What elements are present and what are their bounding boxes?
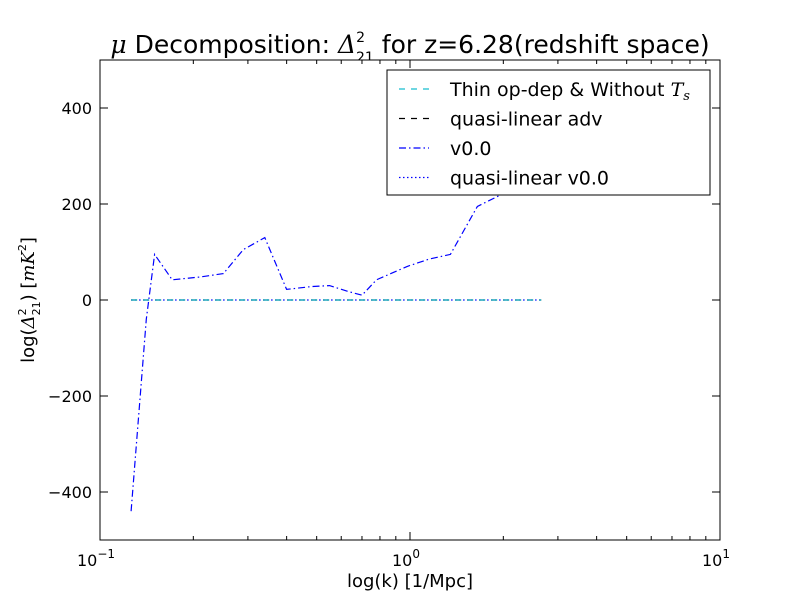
ylabel-unit-sup: 2 (16, 244, 29, 251)
y-tick-label: 0 (82, 291, 92, 310)
y-tick-label: −400 (48, 483, 92, 502)
ylabel-mid: ) [ (18, 282, 39, 302)
legend-label: quasi-linear adv (450, 109, 603, 131)
legend-label-text: v0.0 (450, 138, 491, 160)
ylabel-suffix: ] (18, 237, 39, 244)
ylabel-sup: 2 (16, 308, 29, 315)
legend-box (386, 69, 711, 196)
ylabel-delta: Δ (18, 315, 39, 329)
x-tick-base: 10 (702, 551, 722, 570)
x-tick-base: 10 (392, 551, 412, 570)
legend-math: T (671, 79, 685, 101)
x-tick-exp: 0 (412, 547, 420, 561)
title-sup: 2 (356, 30, 365, 46)
legend-label: Thin op-dep & Without Ts (449, 79, 690, 104)
chart-title: μ Decomposition: Δ2 21 for z=6.28(redshif… (110, 30, 709, 66)
ylabel-prefix: log( (18, 328, 39, 362)
x-tick-label: 10−1 (77, 547, 115, 570)
legend-label-text: Thin op-dep & Without (449, 79, 671, 101)
legend-label-text: quasi-linear adv (450, 109, 603, 131)
title-space (127, 30, 135, 59)
x-tick-exp: 1 (722, 547, 730, 561)
y-tick-label: −200 (48, 387, 92, 406)
title-mu: μ (110, 30, 126, 59)
ylabel-sub: 21 (30, 301, 43, 315)
title-delta: Δ (337, 30, 356, 59)
y-tick-label: 400 (61, 99, 92, 118)
legend-label: v0.0 (450, 138, 491, 160)
x-tick-label: 100 (392, 547, 420, 570)
y-axis-label: log(Δ221) [mK2] (16, 237, 43, 363)
title-text: Decomposition: (135, 30, 338, 59)
legend-label: quasi-linear v0.0 (450, 168, 609, 190)
x-tick-exp: −1 (97, 547, 115, 561)
x-tick-label: 101 (702, 547, 730, 570)
legend: Thin op-dep & Without Ts quasi-linear adv… (386, 69, 711, 196)
legend-label-text: quasi-linear v0.0 (450, 168, 609, 190)
title-suffix: for z=6.28(redshift space) (374, 30, 710, 59)
x-tick-base: 10 (77, 551, 97, 570)
x-axis-label: log(k) [1/Mpc] (347, 571, 473, 592)
legend-math-sub: s (683, 89, 690, 104)
series-layer (130, 191, 542, 512)
y-tick-label: 200 (61, 195, 92, 214)
ylabel-unit: mK (18, 250, 39, 282)
